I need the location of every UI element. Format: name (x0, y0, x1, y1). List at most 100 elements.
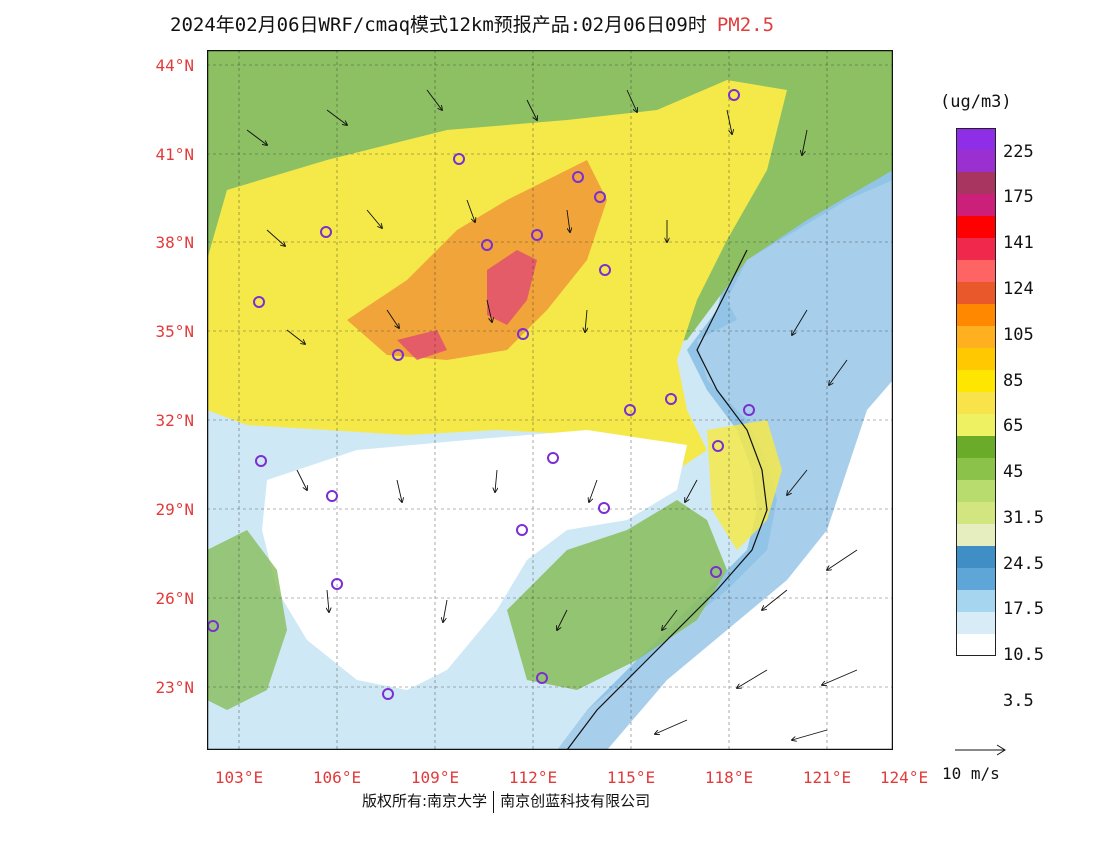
legend-label-45: 45 (1003, 462, 1024, 482)
legend-colorbar (956, 128, 996, 656)
pm25-map (206, 49, 894, 751)
city-marker (572, 171, 584, 183)
city-marker (547, 452, 559, 464)
city-marker (253, 296, 265, 308)
legend-color-box (956, 568, 996, 590)
legend-color-box (956, 612, 996, 634)
lon-label-109: 109°E (410, 768, 460, 787)
city-marker (712, 440, 724, 452)
lon-label-118: 118°E (704, 768, 754, 787)
legend-label-141: 141 (1003, 233, 1034, 253)
city-marker (481, 239, 493, 251)
legend-label-225: 225 (1003, 142, 1034, 162)
lon-label-103: 103°E (214, 768, 264, 787)
south-green (507, 500, 727, 690)
legend-color-box (956, 480, 996, 502)
legend-color-box (956, 194, 996, 216)
city-marker (594, 191, 606, 203)
legend-color-box (956, 348, 996, 370)
lat-label-26: 26°N (155, 589, 194, 608)
orange-zone (347, 160, 607, 360)
legend-color-box (956, 590, 996, 612)
legend-label-10-5: 10.5 (1003, 645, 1044, 665)
city-marker (320, 226, 332, 238)
city-marker (392, 349, 404, 361)
legend-unit: (ug/m3) (940, 92, 1012, 112)
south-clean-zone (262, 430, 687, 690)
city-marker (710, 566, 722, 578)
legend-color-box (956, 414, 996, 436)
legend-label-31-5: 31.5 (1003, 508, 1044, 528)
legend-color-box (956, 238, 996, 260)
copyright-separator (493, 790, 495, 813)
legend-color-box (956, 150, 996, 172)
lon-label-115: 115°E (606, 768, 656, 787)
city-marker (531, 229, 543, 241)
hotspot-zone-2 (397, 330, 447, 360)
wind-vectors (246, 89, 858, 740)
legend-label-175: 175 (1003, 187, 1034, 207)
graticule (207, 50, 893, 750)
variable-label: PM2.5 (716, 14, 775, 36)
city-marker (453, 153, 465, 165)
lat-label-44: 44°N (155, 56, 194, 75)
legend-color-box (956, 260, 996, 282)
city-markers (207, 89, 755, 700)
city-marker (516, 524, 528, 536)
lon-label-121: 121°E (802, 768, 852, 787)
title-text: 2024年02月06日WRF/cmaq模式12km预报产品:02月06日09时 (170, 14, 707, 36)
legend-color-box (956, 282, 996, 304)
lon-label-106: 106°E (312, 768, 362, 787)
copyright-left: 版权所有:南京大学 (362, 792, 488, 810)
yellow-southeast (707, 420, 782, 550)
wind-reference-label: 10 m/s (942, 764, 1000, 783)
city-marker (255, 455, 267, 467)
legend-color-box (956, 634, 996, 656)
city-marker (598, 502, 610, 514)
city-marker (743, 404, 755, 416)
west-green (207, 530, 287, 710)
map-title: 2024年02月06日WRF/cmaq模式12km预报产品:02月06日09时 P… (170, 10, 774, 37)
legend-label-85: 85 (1003, 371, 1024, 391)
legend-color-box (956, 326, 996, 348)
legend-color-box (956, 392, 996, 414)
city-marker (382, 688, 394, 700)
legend-color-box (956, 370, 996, 392)
city-marker (331, 578, 343, 590)
legend-color-box (956, 546, 996, 568)
map-area[interactable] (206, 49, 894, 751)
legend-label-17-5: 17.5 (1003, 599, 1044, 619)
legend-color-box (956, 304, 996, 326)
legend-color-box (956, 458, 996, 480)
city-marker (665, 393, 677, 405)
copyright: 版权所有:南京大学 南京创蓝科技有限公司 (362, 790, 650, 813)
lon-label-112: 112°E (508, 768, 558, 787)
legend-color-box (956, 172, 996, 194)
legend-color-box (956, 436, 996, 458)
legend-label-24-5: 24.5 (1003, 554, 1044, 574)
coastline (566, 249, 768, 751)
city-marker (599, 264, 611, 276)
wind-reference-arrow (955, 744, 1006, 756)
lat-label-29: 29°N (155, 500, 194, 519)
lat-label-41: 41°N (155, 145, 194, 164)
legend-label-3-5: 3.5 (1003, 691, 1034, 711)
lat-label-38: 38°N (155, 233, 194, 252)
legend-color-box (956, 502, 996, 524)
legend-label-65: 65 (1003, 416, 1024, 436)
coastal-blue (557, 110, 893, 750)
lat-label-23: 23°N (155, 678, 194, 697)
city-marker (326, 490, 338, 502)
legend-label-105: 105 (1003, 325, 1034, 345)
lon-label-124: 124°E (879, 768, 929, 787)
legend-color-box (956, 128, 996, 150)
copyright-right: 南京创蓝科技有限公司 (500, 792, 651, 810)
city-marker (728, 89, 740, 101)
city-marker (536, 672, 548, 684)
map-frame (206, 49, 894, 751)
lat-label-32: 32°N (155, 411, 194, 430)
city-marker (624, 404, 636, 416)
legend-label-124: 124 (1003, 279, 1034, 299)
hotspot-zone (487, 250, 537, 325)
legend-color-box (956, 216, 996, 238)
